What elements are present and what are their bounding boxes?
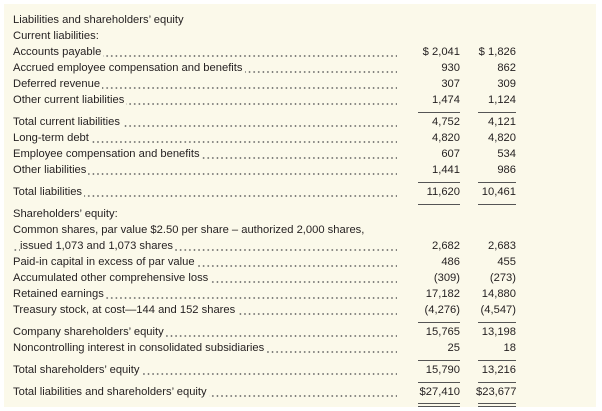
current-year-value: 15,790 — [416, 362, 460, 383]
row-label: Accumulated other comprehensive loss — [13, 270, 211, 286]
dot-leader — [13, 87, 397, 89]
current-year-value: 1,474 — [416, 92, 460, 113]
current-year-value: 930 — [441, 62, 460, 74]
current-year-value: 4,820 — [432, 132, 460, 144]
prior-year-value: (4,547) — [476, 302, 516, 323]
statement-row: Paid-in capital in excess of par value 48… — [13, 254, 516, 270]
balance-sheet-liabilities-equity: Liabilities and shareholders’ equity Curr… — [4, 4, 596, 407]
prior-year-value: 986 — [476, 162, 516, 183]
dot-leader — [13, 141, 397, 143]
dot-leader — [13, 157, 397, 159]
prior-year-value: 14,880 — [481, 288, 516, 300]
statement-row: Noncontrolling interest in consolidated … — [13, 340, 516, 361]
row-label: Total current liabilities — [13, 114, 122, 130]
statement-row: Deferred revenue 307 309 — [13, 76, 516, 92]
prior-year-value: 1,124 — [476, 92, 516, 113]
statement-row: Company shareholders’ equity 15,765 13,198 — [13, 324, 516, 340]
row-label: Company shareholders’ equity — [13, 324, 166, 340]
prior-year-value: 13,216 — [476, 362, 516, 383]
dot-leader — [13, 265, 397, 267]
row-label: Liabilities and shareholders’ equity — [13, 12, 186, 28]
current-year-value: 2,682 — [432, 240, 460, 252]
prior-year-value: 455 — [497, 256, 516, 268]
statement-row: Total liabilities and shareholders’ equi… — [13, 384, 517, 407]
statement-row: Accrued employee compensation and benefi… — [13, 60, 516, 76]
prior-year-value: 18 — [476, 340, 516, 361]
current-year-value: (4,276) — [416, 302, 460, 323]
current-year-value: $27,410 — [416, 384, 460, 407]
statement-row: issued 1,073 and 1,073 shares 2,682 2,683 — [13, 238, 516, 254]
current-year-value: 15,765 — [425, 326, 460, 338]
dot-leader — [13, 173, 397, 175]
row-label: Employee compensation and benefits — [13, 146, 202, 162]
prior-year-value: $ 1,826 — [478, 46, 516, 58]
current-year-value: 25 — [416, 340, 460, 361]
statement-row: Other current liabilities 1,474 1,124 — [13, 92, 516, 113]
row-label: Total shareholders’ equity — [13, 362, 142, 378]
prior-year-value: 4,121 — [488, 116, 516, 128]
row-label: Treasury stock, at cost—144 and 152 shar… — [13, 302, 238, 318]
row-label: issued 1,073 and 1,073 shares — [20, 238, 176, 254]
dot-leader — [13, 125, 397, 127]
row-label: Long-term debt — [13, 130, 91, 146]
current-year-value: 607 — [441, 148, 460, 160]
prior-year-value: 862 — [497, 62, 516, 74]
statement-row: Total liabilities 11,620 10,461 — [13, 184, 516, 205]
statement-row: Treasury stock, at cost—144 and 152 shar… — [13, 302, 516, 323]
prior-year-value: $23,677 — [476, 386, 517, 407]
dot-leader — [13, 55, 397, 57]
prior-year-value: 534 — [497, 148, 516, 160]
statement-row: Liabilities and shareholders’ equity — [13, 12, 513, 28]
statement-row: Employee compensation and benefits 607 534 — [13, 146, 516, 162]
current-year-value: 307 — [441, 78, 460, 90]
dot-leader — [13, 195, 397, 197]
dot-leader — [13, 249, 397, 251]
row-label: Accrued employee compensation and benefi… — [13, 60, 245, 76]
row-label: Current liabilities: — [13, 28, 101, 44]
row-label: Accounts payable — [13, 44, 104, 60]
statement-rows: Liabilities and shareholders’ equity Curr… — [13, 12, 517, 407]
statement-row: Retained earnings 17,182 14,880 — [13, 286, 516, 302]
current-year-value: 17,182 — [425, 288, 460, 300]
dot-leader — [13, 297, 397, 299]
row-label: Other liabilities — [13, 162, 89, 178]
statement-row: Total shareholders’ equity 15,790 13,216 — [13, 362, 516, 383]
current-year-value: $ 2,041 — [422, 46, 460, 58]
row-label: Deferred revenue — [13, 76, 103, 92]
statement-row: Current liabilities: — [13, 28, 513, 44]
row-label: Total liabilities — [13, 184, 85, 200]
statement-row: Common shares, par value $2.50 per share… — [13, 222, 513, 238]
current-year-value: 11,620 — [416, 184, 460, 205]
row-label: Total liabilities and shareholders’ equi… — [13, 384, 209, 400]
prior-year-value: (273) — [489, 272, 516, 284]
dot-leader — [13, 373, 397, 375]
dot-leader — [13, 335, 397, 337]
current-year-value: 486 — [441, 256, 460, 268]
row-label: Paid-in capital in excess of par value — [13, 254, 197, 270]
current-year-value: 4,752 — [432, 116, 460, 128]
row-label: Noncontrolling interest in consolidated … — [13, 340, 267, 356]
row-label: Common shares, par value $2.50 per share… — [13, 222, 367, 238]
statement-row: Total current liabilities 4,752 4,121 — [13, 114, 516, 130]
statement-row: Accumulated other comprehensive loss (309… — [13, 270, 516, 286]
prior-year-value: 2,683 — [488, 240, 516, 252]
current-year-value: (309) — [433, 272, 460, 284]
dot-leader — [13, 103, 397, 105]
prior-year-value: 4,820 — [488, 132, 516, 144]
statement-row: Other liabilities 1,441 986 — [13, 162, 516, 183]
prior-year-value: 10,461 — [476, 184, 516, 205]
prior-year-value: 309 — [497, 78, 516, 90]
row-label: Shareholders’ equity: — [13, 206, 120, 222]
statement-row: Accounts payable $ 2,041 $ 1,826 — [13, 44, 516, 60]
row-label: Other current liabilities — [13, 92, 127, 108]
prior-year-value: 13,198 — [481, 326, 516, 338]
row-label: Retained earnings — [13, 286, 106, 302]
current-year-value: 1,441 — [416, 162, 460, 183]
statement-row: Long-term debt 4,820 4,820 — [13, 130, 516, 146]
statement-row: Shareholders’ equity: — [13, 206, 513, 222]
